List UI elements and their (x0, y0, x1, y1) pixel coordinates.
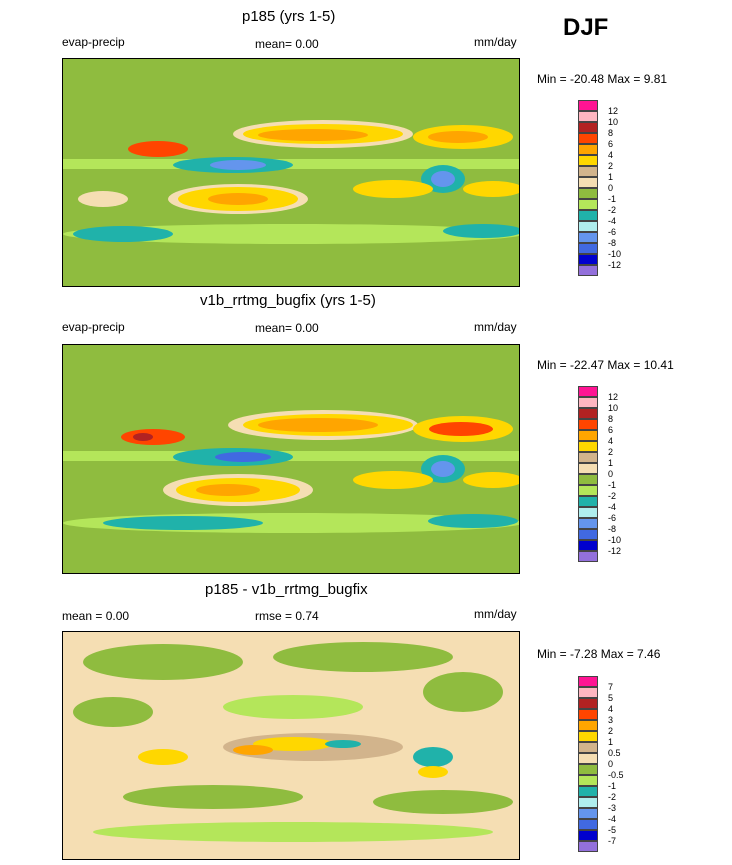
colorbar-label: -3 (608, 803, 617, 813)
panel-3-title: p185 - v1b_rrtmg_bugfix (205, 581, 368, 598)
colorbar-label: 0 (608, 183, 614, 193)
panel-2-map-field (63, 410, 519, 533)
colorbar-label: -6 (608, 513, 617, 523)
colorbar-label: 2 (608, 726, 614, 736)
colorbar-label: 0 (608, 469, 614, 479)
panel-3-minmax: Min = -7.28 Max = 7.46 (537, 647, 661, 661)
colorbar-label: -8 (608, 238, 617, 248)
colorbar-label: -4 (608, 216, 617, 226)
panel-1-minmax: Min = -20.48 Max = 9.81 (537, 72, 668, 86)
colorbar-label: -2 (608, 205, 617, 215)
colorbar-label: 0 (608, 759, 614, 769)
panel-1-title: p185 (yrs 1-5) (242, 8, 336, 25)
colorbar-label: 7 (608, 682, 614, 692)
colorbar-label: 10 (608, 403, 619, 413)
panel-2-mean-label: mean= 0.00 (255, 321, 319, 335)
panel-1-variable-label: evap-precip (62, 35, 125, 49)
colorbar-label: -6 (608, 227, 617, 237)
colorbar-label: -12 (608, 260, 622, 270)
colorbar-label: -1 (608, 194, 617, 204)
season-label: DJF (563, 14, 609, 41)
colorbar-label: -10 (608, 249, 622, 259)
colorbar-label: -4 (608, 502, 617, 512)
colorbar-label: 10 (608, 117, 619, 127)
colorbar-label: 2 (608, 161, 614, 171)
colorbar-label: 5 (608, 693, 614, 703)
colorbar-label: -2 (608, 491, 617, 501)
panel-3-map-field (73, 642, 513, 842)
colorbar-label: 12 (608, 106, 619, 116)
panel-2-variable-label: evap-precip (62, 320, 125, 334)
colorbar-label: 0.5 (608, 748, 621, 758)
colorbar-label: 8 (608, 414, 614, 424)
panel-1-units-label: mm/day (474, 35, 517, 49)
colorbar-label: 12 (608, 392, 619, 402)
colorbar-label: -4 (608, 814, 617, 824)
colorbar-label: -5 (608, 825, 617, 835)
colorbar-label: 2 (608, 447, 614, 457)
colorbar-label: 4 (608, 436, 614, 446)
colorbar-label: 6 (608, 139, 614, 149)
colorbar-label: 1 (608, 458, 614, 468)
panel-1-map-field (63, 59, 519, 286)
colorbar-label: -10 (608, 535, 622, 545)
panel-3-mean-label: mean = 0.00 (62, 609, 130, 623)
colorbar-label: 3 (608, 715, 614, 725)
colorbar-label: 4 (608, 150, 614, 160)
colorbar-label: -7 (608, 836, 617, 846)
panel-3-rmse-label: rmse = 0.74 (255, 609, 319, 623)
colorbar-label: -1 (608, 480, 617, 490)
colorbar-label: 4 (608, 704, 614, 714)
colorbar-label: 1 (608, 172, 614, 182)
colorbar-label: 6 (608, 425, 614, 435)
colorbar-label: -12 (608, 546, 622, 556)
panel-3-units-label: mm/day (474, 607, 517, 621)
panel-1-map (62, 58, 520, 287)
colorbar-label: -8 (608, 524, 617, 534)
panel-2-map (62, 344, 520, 574)
panel-2-units-label: mm/day (474, 320, 517, 334)
panel-1-mean-label: mean= 0.00 (255, 37, 319, 51)
colorbar-label: -0.5 (608, 770, 624, 780)
colorbar-label: 1 (608, 737, 614, 747)
colorbar-label: -1 (608, 781, 617, 791)
colorbar-label: 8 (608, 128, 614, 138)
panel-3-map (62, 631, 520, 860)
colorbar-label: -2 (608, 792, 617, 802)
panel-2-title: v1b_rrtmg_bugfix (yrs 1-5) (200, 292, 376, 309)
panel-2-minmax: Min = -22.47 Max = 10.41 (537, 358, 674, 372)
